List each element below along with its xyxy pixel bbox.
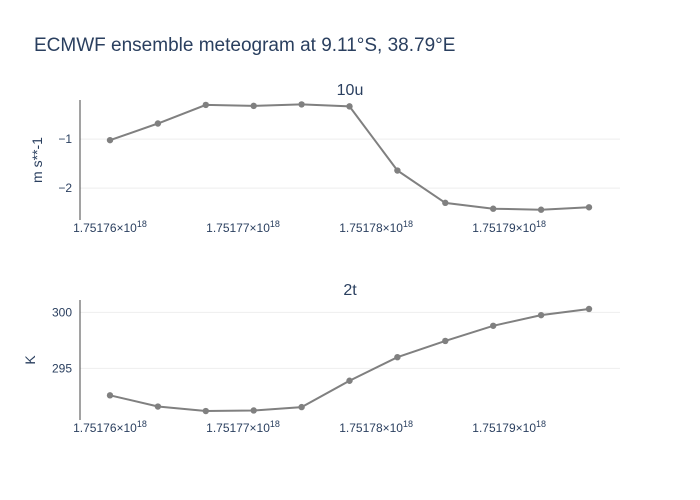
data-point	[154, 120, 162, 127]
data-point	[585, 305, 593, 313]
y-axis-label: m s**-1	[29, 137, 45, 183]
data-point	[106, 392, 114, 399]
data-point	[298, 101, 305, 108]
data-point	[537, 311, 545, 319]
data-point	[394, 353, 401, 361]
data-point	[442, 199, 449, 207]
x-tick-label: 1.75177×1018	[206, 219, 280, 235]
data-point	[250, 102, 257, 110]
x-tick-label: 1.75176×1018	[73, 219, 147, 235]
panel-subtitle: 2t	[343, 282, 357, 299]
x-tick-label: 1.75176×1018	[73, 419, 147, 435]
data-point	[154, 403, 162, 410]
data-point	[346, 377, 353, 384]
x-tick-label: 1.75179×1018	[472, 219, 546, 235]
data-point	[346, 103, 353, 110]
panel-10u: −1 −2 m s**-1 10u 1.75176×1018 1.75177×1018 1.…	[29, 82, 620, 235]
y-tick-label: 295	[52, 361, 72, 375]
data-point	[490, 205, 497, 212]
x-tick-label: 1.75179×1018	[472, 419, 546, 435]
x-tick-label: 1.75178×1018	[339, 419, 413, 435]
data-point	[442, 337, 449, 345]
data-point	[250, 407, 257, 414]
data-point	[202, 407, 209, 415]
data-point	[298, 403, 305, 411]
y-tick-label: 300	[52, 305, 72, 319]
data-point	[202, 101, 209, 109]
y-tick-label: −1	[58, 132, 72, 146]
panel-subtitle: 10u	[337, 82, 364, 99]
x-tick-label: 1.75177×1018	[206, 419, 280, 435]
chart-title: ECMWF ensemble meteogram at 9.11°S, 38.7…	[34, 35, 455, 56]
panels-group: −1 −2 m s**-1 10u 1.75176×1018 1.75177×1018 1.…	[22, 82, 620, 435]
series-line	[109, 103, 590, 211]
panel-2t: 300 295 K 2t 1.75176×1018 1.75177×1018 1.75178…	[22, 282, 620, 435]
data-point	[537, 206, 545, 213]
data-point	[394, 167, 401, 174]
series-line	[109, 308, 590, 413]
x-tick-label: 1.75178×1018	[339, 219, 413, 235]
data-point	[490, 322, 497, 329]
data-point	[585, 204, 593, 211]
y-axis-label: K	[22, 355, 38, 365]
y-tick-label: −2	[58, 181, 72, 195]
data-point	[106, 136, 114, 144]
